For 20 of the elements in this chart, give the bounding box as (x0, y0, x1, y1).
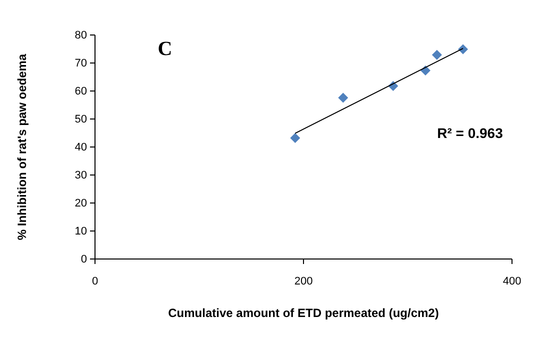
point (432, 50, 442, 60)
y-tick-label: 20 (74, 198, 87, 210)
y-tick-label: 50 (74, 114, 87, 126)
annotation: R² = 0.963 (437, 125, 504, 141)
x-tick-label: 200 (294, 276, 313, 288)
x-axis-title: Cumulative amount of ETD permeated (ug/cm2) (168, 306, 439, 320)
y-tick-label: 70 (74, 58, 87, 70)
point (338, 92, 348, 103)
y-tick-label: 80 (74, 30, 87, 42)
point (290, 133, 300, 144)
x-tick-label: 0 (92, 276, 98, 288)
y-tick-label: 30 (74, 170, 87, 182)
x-tick-label: 400 (502, 276, 522, 288)
y-tick-label: 40 (74, 142, 87, 154)
point (458, 44, 468, 54)
y-tick-label: 0 (80, 254, 87, 266)
y-tick-label: 60 (74, 86, 87, 98)
y-axis-title: % Inhibition of rat's paw oedema (15, 54, 29, 240)
y-tick-label: 10 (74, 226, 87, 238)
annotation: C (158, 38, 172, 60)
